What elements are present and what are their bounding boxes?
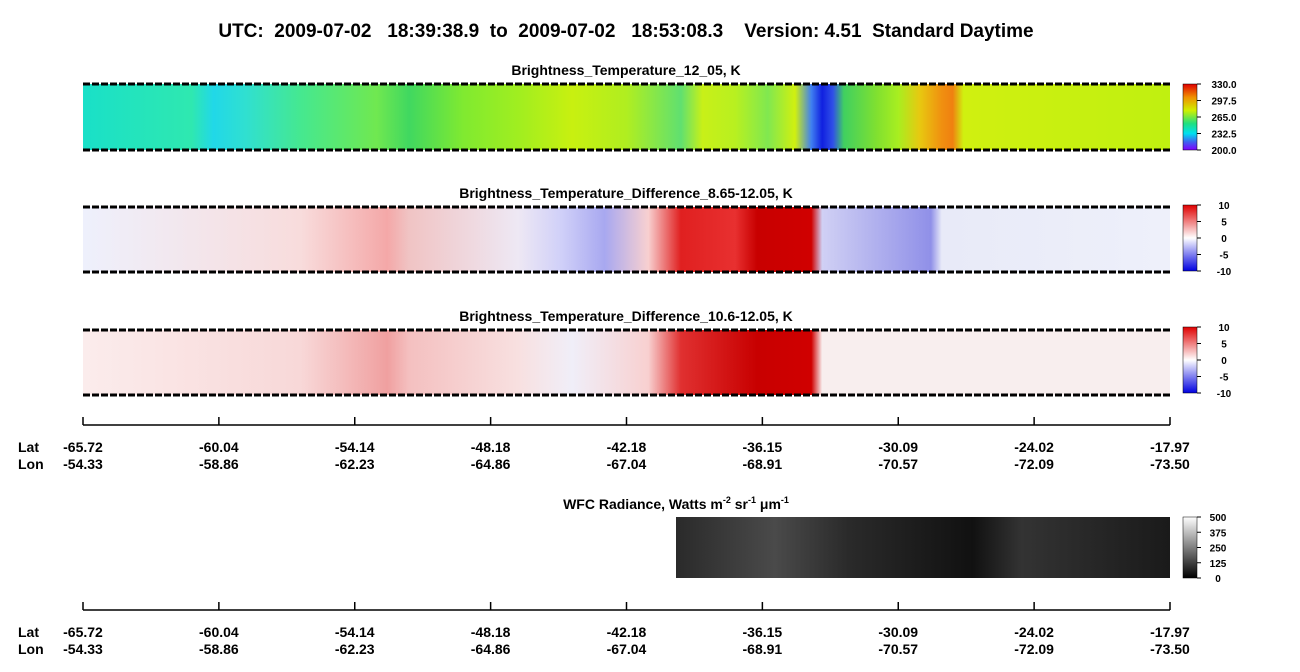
colorbar-label: 375 — [1210, 528, 1227, 539]
image — [676, 517, 1170, 578]
lat-label: -36.15 — [743, 624, 783, 640]
colorbar-label: 5 — [1221, 340, 1227, 351]
lat-label: -65.72 — [63, 439, 103, 455]
colorbar-label: 297.5 — [1211, 97, 1236, 108]
lon-label: -73.50 — [1150, 641, 1190, 657]
lon-label: -54.33 — [63, 456, 103, 472]
lat-label: -17.97 — [1150, 624, 1190, 640]
lat-label: -36.15 — [743, 439, 783, 455]
lon-label: -72.09 — [1014, 456, 1054, 472]
title: UTC: 2009-07-02 18:39:38.9 to 2009-07-02… — [218, 21, 1033, 42]
lon-label: -62.23 — [335, 456, 375, 472]
colorbar-label: 0 — [1221, 356, 1227, 367]
lon-label: -64.86 — [471, 641, 511, 657]
axis-label: Lon — [18, 456, 44, 472]
colorbar-label: 5 — [1221, 218, 1227, 229]
lon-label: -58.86 — [199, 456, 239, 472]
lon-label: -72.09 — [1014, 641, 1054, 657]
lon-label: -62.23 — [335, 641, 375, 657]
lon-label: -73.50 — [1150, 456, 1190, 472]
image — [83, 207, 1170, 272]
lat-label: -54.14 — [335, 439, 375, 455]
panel-title: Brightness_Temperature_Difference_10.6-1… — [459, 308, 793, 324]
lat-label: -54.14 — [335, 624, 375, 640]
lat-label: -30.09 — [878, 624, 918, 640]
title-part: -2 — [723, 495, 731, 505]
lat-label: -42.18 — [607, 439, 647, 455]
colorbar-label: 125 — [1210, 559, 1227, 570]
lon-label: -68.91 — [743, 456, 783, 472]
lon-label: -67.04 — [607, 456, 647, 472]
colorbar — [1182, 516, 1198, 579]
axis-label: Lat — [18, 624, 39, 640]
colorbar-label: 232.5 — [1211, 130, 1236, 141]
title-part: WFC Radiance, Watts m — [563, 496, 723, 512]
colorbar-label: 10 — [1218, 201, 1230, 212]
lat-label: -48.18 — [471, 439, 511, 455]
lat-label: -24.02 — [1014, 624, 1054, 640]
colorbar-label: 0 — [1221, 234, 1227, 245]
lon-label: -67.04 — [607, 641, 647, 657]
axis-label: Lon — [18, 641, 44, 657]
lon-label: -58.86 — [199, 641, 239, 657]
lat-label: -30.09 — [878, 439, 918, 455]
lat-label: -65.72 — [63, 624, 103, 640]
title-part: μm — [756, 496, 781, 512]
lat-label: -42.18 — [607, 624, 647, 640]
lat-label: -60.04 — [199, 439, 239, 455]
title-part: -1 — [748, 495, 756, 505]
imagery — [83, 83, 1198, 579]
colorbar-label: 0 — [1215, 574, 1221, 585]
lat-label: -17.97 — [1150, 439, 1190, 455]
panel-title: Brightness_Temperature_12_05, K — [511, 62, 740, 78]
colorbar — [1182, 83, 1198, 151]
colorbar-label: 250 — [1210, 544, 1227, 555]
colorbar — [1182, 326, 1198, 394]
title-part: sr — [731, 496, 749, 512]
colorbar-label: -10 — [1217, 267, 1232, 278]
image — [83, 84, 1170, 150]
lon-label: -70.57 — [878, 641, 918, 657]
lon-label: -70.57 — [878, 456, 918, 472]
axis-label: Lat — [18, 439, 39, 455]
colorbar-label: 200.0 — [1211, 146, 1236, 157]
image — [83, 330, 1170, 395]
colorbar-label: -10 — [1217, 389, 1232, 400]
colorbar-label: 500 — [1210, 513, 1227, 524]
panel-title: WFC Radiance, Watts m-2 sr-1 μm-1 — [563, 495, 789, 512]
panel-title: Brightness_Temperature_Difference_8.65-1… — [459, 185, 793, 201]
lon-label: -54.33 — [63, 641, 103, 657]
lon-label: -68.91 — [743, 641, 783, 657]
lat-label: -48.18 — [471, 624, 511, 640]
colorbar-label: 265.0 — [1211, 113, 1236, 124]
colorbar-label: -5 — [1220, 251, 1229, 262]
title-part: -1 — [781, 495, 789, 505]
colorbar — [1182, 204, 1198, 272]
lat-label: -60.04 — [199, 624, 239, 640]
lat-label: -24.02 — [1014, 439, 1054, 455]
lon-label: -64.86 — [471, 456, 511, 472]
colorbar-label: 330.0 — [1211, 80, 1236, 91]
colorbar-label: -5 — [1220, 373, 1229, 384]
colorbar-label: 10 — [1218, 323, 1230, 334]
